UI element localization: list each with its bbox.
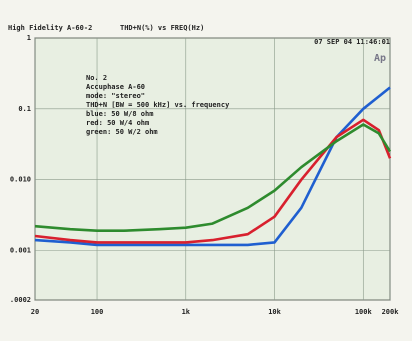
y-tick-label: 0.001 (10, 246, 31, 254)
series-line (34, 123, 392, 232)
chart-subtitle: THD+N(%) vs FREQ(Hz) (120, 24, 204, 32)
annotation: No. 2 (86, 74, 107, 82)
series-line (34, 118, 392, 244)
chart-title: High Fidelity A-60-2 (8, 24, 92, 32)
y-tick-label: 1 (27, 34, 31, 42)
x-tick-label: 100 (91, 308, 104, 316)
annotation: THD+N [BW = 500 kHz] vs. frequency (86, 101, 230, 109)
x-tick-label: 10k (268, 308, 281, 316)
x-tick-label: 20 (31, 308, 39, 316)
annotation: red: 50 W/4 ohm (86, 119, 149, 127)
x-tick-label: 1k (182, 308, 191, 316)
timestamp: 07 SEP 04 11:46:01 (314, 38, 390, 46)
plot-area (34, 37, 391, 301)
x-tick-label: 200k (382, 308, 400, 316)
logo: Ap (374, 53, 386, 64)
annotation: Accuphase A-60 (86, 83, 145, 91)
series-line (34, 86, 391, 247)
annotation: mode: "stereo" (86, 92, 145, 100)
x-tick-label: 100k (355, 308, 373, 316)
y-tick-label: 0.010 (10, 176, 31, 184)
y-tick-label: .0002 (10, 296, 31, 304)
annotation: blue: 50 W/8 ohm (86, 110, 153, 118)
y-tick-label: 0.1 (18, 105, 31, 113)
annotation: green: 50 W/2 ohm (86, 128, 158, 136)
